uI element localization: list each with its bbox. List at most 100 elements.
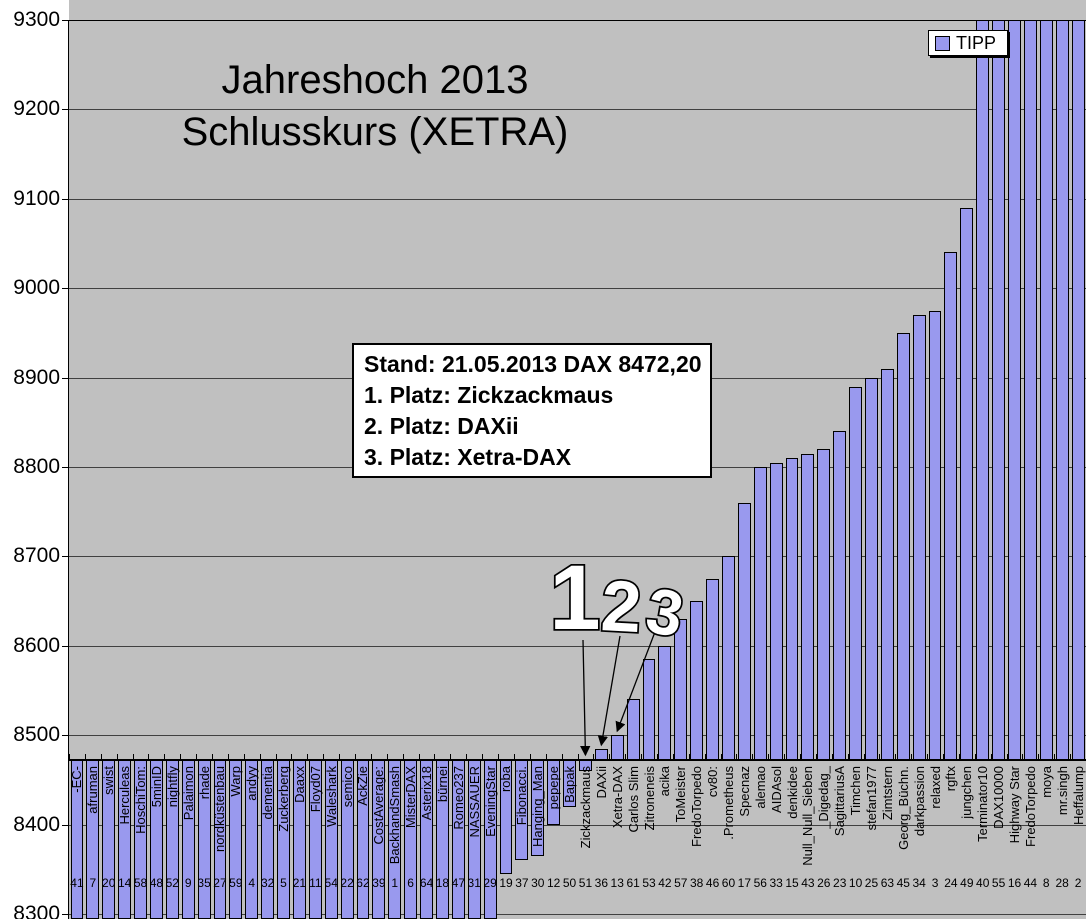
- gridline-9000: [69, 288, 1086, 289]
- category-label: Daaxx: [291, 766, 307, 803]
- tipp-bar-Terminator10[interactable]: [976, 20, 990, 760]
- annotation-stand-line: Stand: 21.05.2013 DAX 8472,20: [364, 351, 702, 377]
- tipp-bar-moya[interactable]: [1039, 20, 1053, 760]
- category-tick: [832, 754, 833, 760]
- category-tick: [482, 754, 483, 760]
- y-axis-label: 8900: [13, 366, 60, 389]
- participant-number: 51: [578, 876, 593, 890]
- category-label: Hanging_Man: [530, 766, 546, 847]
- category-label: Palaimon: [180, 766, 196, 821]
- category-tick: [911, 754, 912, 760]
- participant-number: 53: [642, 876, 656, 890]
- tipp-bar-Carlos Slim[interactable]: [626, 699, 640, 760]
- category-tick: [371, 754, 372, 760]
- category-tick: [244, 754, 245, 760]
- tipp-bar-Specnaz[interactable]: [737, 503, 751, 760]
- tipp-bar-Timchen[interactable]: [849, 387, 863, 760]
- participant-number: 16: [1007, 876, 1022, 890]
- tipp-bar-Xetra-DAX[interactable]: [610, 735, 624, 760]
- tipp-bar-_Digedag_[interactable]: [817, 449, 831, 760]
- annotation-platz2-line: 2. Platz: DAXii: [364, 413, 519, 439]
- category-label: roba: [498, 766, 514, 793]
- category-label: Fibonacci.: [514, 766, 530, 826]
- participant-number: 23: [833, 876, 847, 890]
- tipp-bar-relaxed[interactable]: [928, 311, 942, 760]
- category-tick: [323, 754, 324, 760]
- category-tick: [1022, 754, 1023, 760]
- participant-number: 4: [248, 876, 256, 890]
- category-tick: [196, 754, 197, 760]
- tipp-bar-cv80:[interactable]: [706, 579, 720, 760]
- participant-number: 52: [165, 876, 179, 890]
- category-tick: [148, 754, 149, 760]
- category-tick: [578, 754, 579, 760]
- tipp-bar-ToMeister[interactable]: [674, 619, 688, 760]
- category-label: nordküstenbau: [212, 766, 228, 853]
- category-label: pepepe: [546, 766, 562, 810]
- gridline-9200: [69, 109, 1086, 110]
- tipp-bar-Georg_Büchn.[interactable]: [896, 333, 910, 760]
- tipp-bar-Zimtstern[interactable]: [880, 369, 894, 760]
- tipp-bar-mr.singh[interactable]: [1055, 20, 1069, 760]
- y-tick: [62, 646, 69, 647]
- category-label: NASSAUER: [466, 766, 482, 838]
- tipp-bar-rgftx[interactable]: [944, 252, 958, 760]
- participant-number: 21: [292, 876, 307, 890]
- participant-number: 57: [674, 876, 688, 890]
- y-axis-label: 8300: [13, 902, 60, 919]
- y-axis-label: 9200: [13, 97, 60, 120]
- chart-title-line1: Jahreshoch 2013: [221, 58, 529, 102]
- category-tick: [260, 754, 261, 760]
- tipp-bar-SagittariusA[interactable]: [833, 431, 847, 760]
- category-tick: [736, 754, 737, 760]
- chart-title: Jahreshoch 2013 Schlusskurs (XETRA): [120, 54, 630, 158]
- category-label: cv80:: [705, 766, 721, 798]
- participant-number: 45: [896, 876, 910, 890]
- category-label: Heffalump: [1070, 766, 1086, 826]
- tipp-bar-FredoTorpedo[interactable]: [690, 601, 704, 760]
- participant-number: 49: [960, 876, 974, 890]
- tipp-bar-denkidee[interactable]: [785, 458, 799, 760]
- participant-number: 41: [70, 876, 84, 890]
- tipp-bar-acika[interactable]: [658, 646, 672, 760]
- tipp-bar-Heffalump[interactable]: [1071, 20, 1085, 760]
- category-label: Waleshark: [323, 766, 339, 827]
- tipp-bar-Highway Star[interactable]: [1008, 20, 1021, 760]
- annotation-box[interactable]: Stand: 21.05.2013 DAX 8472,20 1. Platz: …: [352, 343, 712, 478]
- category-label: Zuckerberg: [276, 766, 292, 832]
- legend[interactable]: TIPP: [928, 30, 1008, 56]
- participant-number: 20: [102, 876, 116, 890]
- category-tick: [101, 754, 102, 760]
- tipp-bar-stefan1977[interactable]: [865, 378, 878, 760]
- gridline-9100: [69, 199, 1086, 200]
- category-label: swist: [101, 766, 117, 795]
- category-tick: [434, 754, 435, 760]
- category-label: denkidee: [784, 766, 800, 819]
- tipp-bar-darkpassion[interactable]: [912, 315, 926, 760]
- category-tick: [689, 754, 690, 760]
- tipp-bar-Null_Null_Sieben[interactable]: [801, 454, 815, 760]
- category-tick: [959, 754, 960, 760]
- gridline-8400: [69, 825, 1086, 826]
- y-tick: [62, 914, 69, 915]
- tipp-bar-jungchen[interactable]: [960, 208, 974, 760]
- tipp-bar-Zitroneneis[interactable]: [642, 659, 656, 760]
- category-tick: [339, 754, 340, 760]
- tipp-bar-AIDAsol[interactable]: [769, 463, 783, 760]
- tipp-bar-FredoTorpedo[interactable]: [1023, 20, 1037, 760]
- category-label: DAXii: [593, 766, 609, 799]
- y-tick: [62, 735, 69, 736]
- category-tick: [307, 754, 308, 760]
- tipp-bar-.Prometheus[interactable]: [722, 556, 735, 760]
- tipp-bar-alemao[interactable]: [753, 467, 767, 760]
- category-axis-line: [69, 759, 1086, 761]
- participant-number: 30: [531, 876, 545, 890]
- category-tick: [133, 754, 134, 760]
- category-tick: [562, 754, 563, 760]
- tipp-bar-DAX10000[interactable]: [992, 20, 1006, 760]
- category-tick: [419, 754, 420, 760]
- category-tick: [975, 754, 976, 760]
- category-tick: [466, 754, 467, 760]
- participant-number: 19: [499, 876, 513, 890]
